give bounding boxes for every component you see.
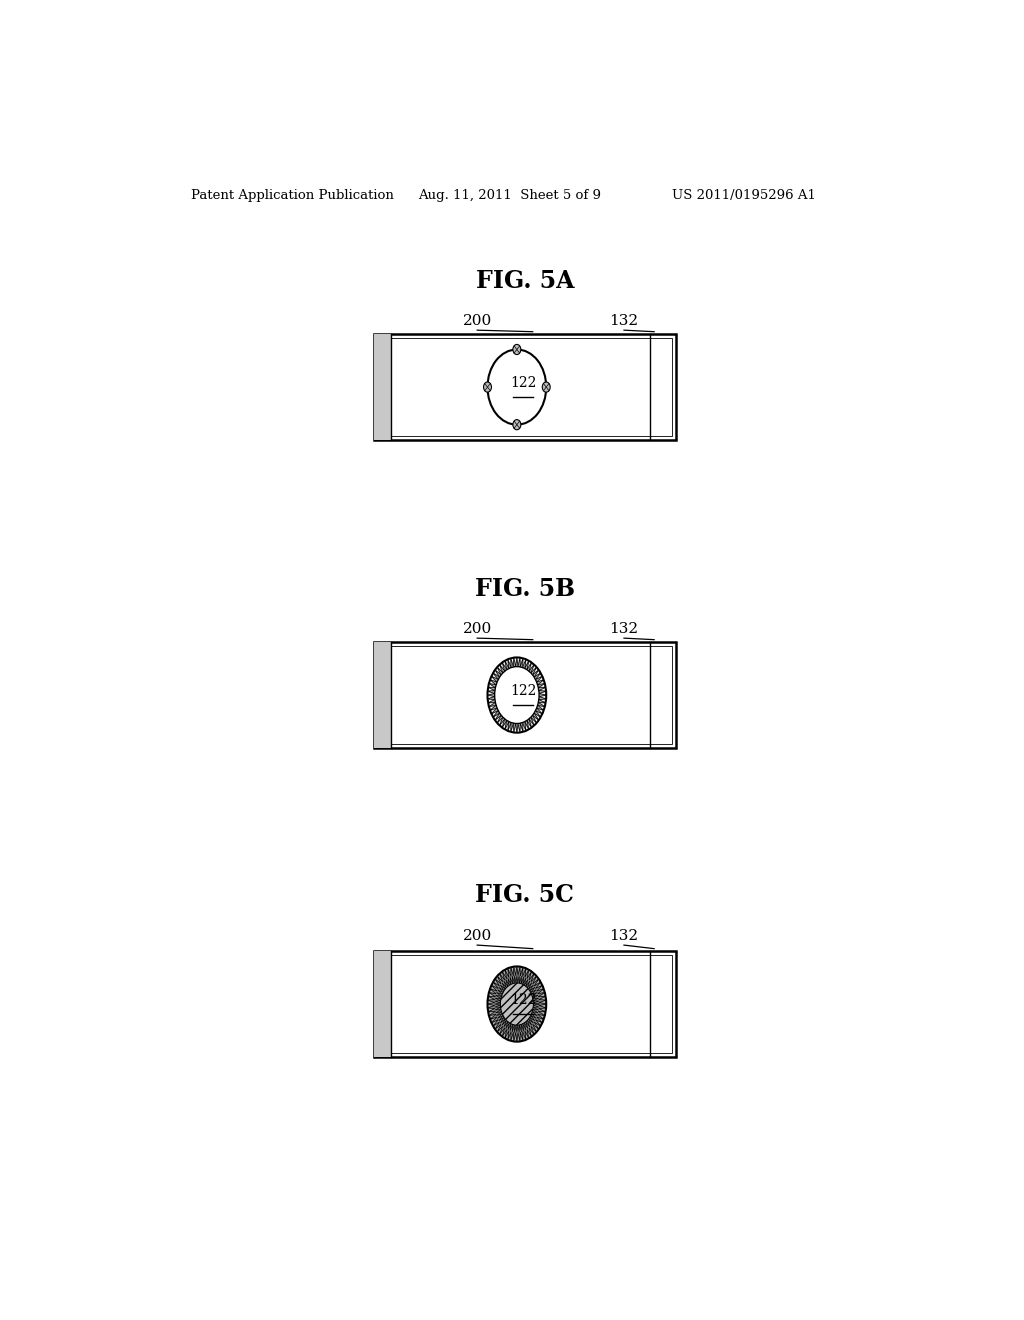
Text: FIG. 5C: FIG. 5C — [475, 883, 574, 907]
Circle shape — [495, 667, 539, 723]
Text: 122: 122 — [510, 684, 537, 698]
Bar — [377, 954, 673, 1053]
Polygon shape — [487, 966, 546, 1041]
Text: 132: 132 — [609, 622, 639, 636]
Text: 122: 122 — [510, 993, 537, 1007]
Circle shape — [513, 345, 521, 355]
Circle shape — [543, 381, 550, 392]
Circle shape — [487, 966, 546, 1041]
Circle shape — [487, 657, 546, 733]
Circle shape — [501, 983, 534, 1026]
Text: Patent Application Publication: Patent Application Publication — [191, 189, 394, 202]
Bar — [377, 338, 673, 437]
Polygon shape — [487, 657, 546, 733]
Circle shape — [513, 420, 521, 430]
Text: 132: 132 — [609, 929, 639, 942]
Bar — [374, 642, 391, 748]
Text: US 2011/0195296 A1: US 2011/0195296 A1 — [672, 189, 815, 202]
Polygon shape — [495, 975, 539, 1032]
Text: 200: 200 — [463, 622, 492, 636]
Circle shape — [483, 381, 492, 392]
Circle shape — [487, 350, 546, 425]
Text: 200: 200 — [463, 314, 492, 329]
Bar — [377, 645, 673, 744]
Text: Aug. 11, 2011  Sheet 5 of 9: Aug. 11, 2011 Sheet 5 of 9 — [418, 189, 601, 202]
Bar — [374, 642, 676, 748]
Text: 132: 132 — [609, 314, 639, 329]
Text: 122: 122 — [510, 376, 537, 389]
Bar — [374, 334, 676, 441]
Bar — [374, 950, 391, 1057]
Text: FIG. 5A: FIG. 5A — [475, 268, 574, 293]
Bar — [374, 950, 676, 1057]
Text: FIG. 5B: FIG. 5B — [475, 577, 574, 601]
Text: 200: 200 — [463, 929, 492, 942]
Bar — [374, 334, 391, 441]
